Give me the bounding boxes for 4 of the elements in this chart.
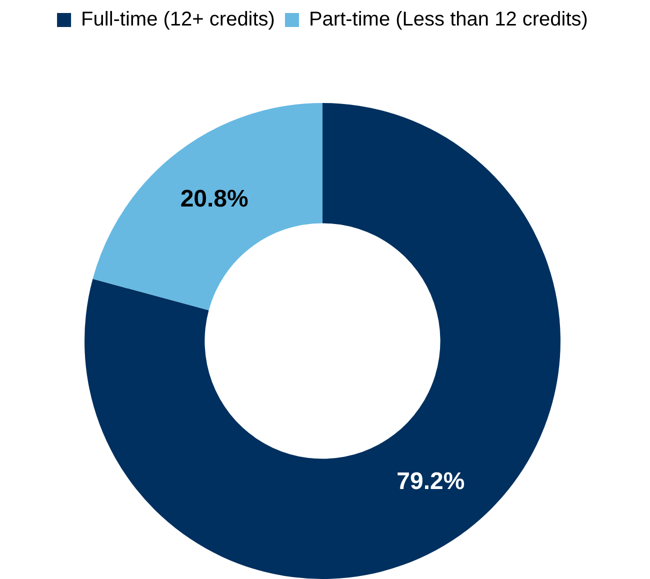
data-label: 79.2% <box>396 468 465 495</box>
data-label: 20.8% <box>180 185 248 212</box>
legend-label: Full-time (12+ credits) <box>81 8 275 31</box>
legend-label: Part-time (Less than 12 credits) <box>308 8 588 31</box>
